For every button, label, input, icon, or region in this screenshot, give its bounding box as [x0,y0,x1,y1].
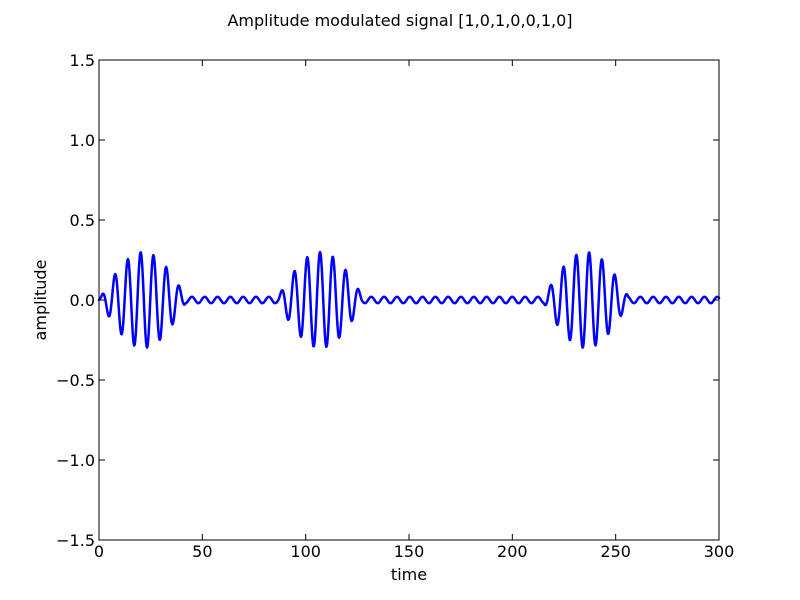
plot-frame [98,59,720,541]
y-tick-label: 0.5 [70,211,95,230]
x-tick-label: 50 [192,542,212,561]
y-tick-label: −1.5 [56,531,95,550]
y-axis-label: amplitude [31,260,50,341]
y-tick-label: 1.0 [70,131,95,150]
y-tick-label: 1.5 [70,51,95,70]
x-axis-label: time [391,565,427,584]
x-tick-label: 150 [394,542,425,561]
y-axis: −1.5 −1.0 −0.5 0.0 0.5 1.0 1.5 [56,51,719,550]
chart-title: Amplitude modulated signal [1,0,1,0,0,1,… [227,11,572,30]
x-tick-label: 100 [290,542,321,561]
x-tick-label: 250 [600,542,631,561]
series-layer [97,250,721,349]
y-tick-label: 0.0 [70,291,95,310]
y-tick-label: −1.0 [56,451,95,470]
x-axis: 0 50 100 150 200 250 300 [94,60,734,561]
series-line-amplitude-signal [97,250,721,349]
x-tick-label: 200 [497,542,528,561]
x-tick-label: 300 [704,542,735,561]
y-tick-label: −0.5 [56,371,95,390]
x-tick-label: 0 [94,542,104,561]
